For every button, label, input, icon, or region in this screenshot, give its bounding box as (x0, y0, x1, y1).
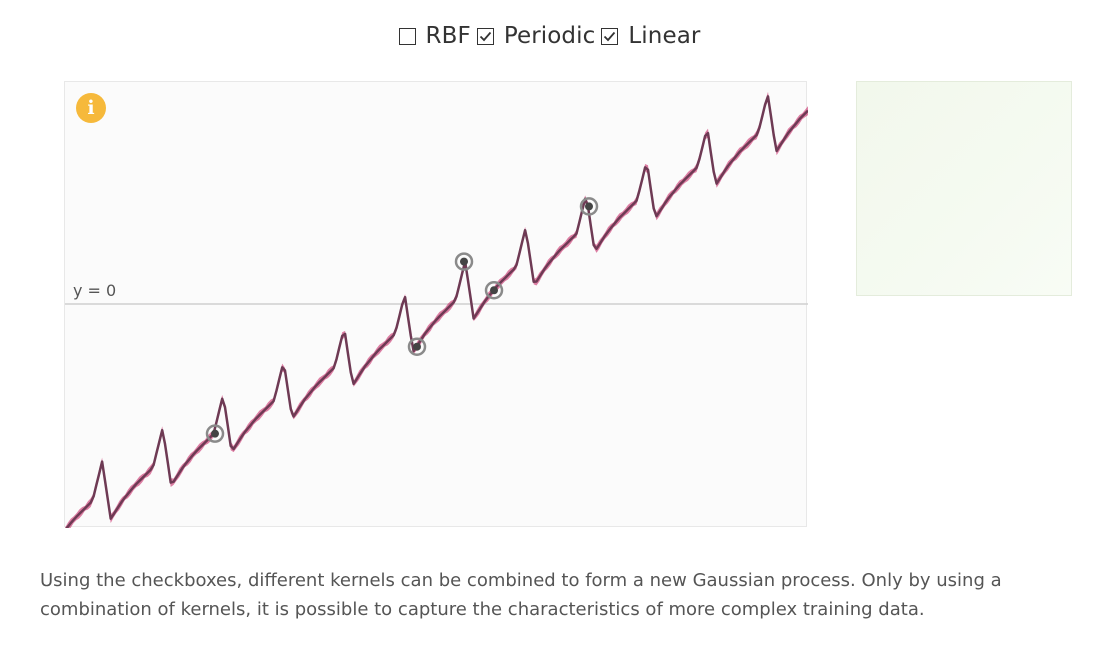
info-icon[interactable]: i (76, 93, 106, 123)
kernel-option-linear[interactable]: Linear (601, 23, 706, 49)
linear-checkbox[interactable] (601, 27, 619, 45)
rbf-checkbox[interactable] (398, 27, 416, 45)
training-point-ring[interactable] (579, 197, 599, 216)
training-point[interactable] (490, 286, 498, 295)
gp-plot-panel[interactable]: i y = 0 (64, 81, 808, 528)
kernel-option-periodic[interactable]: Periodic (476, 23, 602, 49)
covariance-matrix-panel (856, 81, 1072, 296)
check-icon (604, 31, 616, 41)
linear-label: Linear (628, 23, 701, 49)
training-point[interactable] (460, 257, 468, 266)
training-point-ring[interactable] (454, 252, 474, 271)
training-point[interactable] (413, 342, 421, 351)
description-text: Using the checkboxes, different kernels … (40, 570, 1002, 620)
gp-plot[interactable] (65, 82, 808, 528)
check-icon (479, 31, 491, 41)
kernel-option-rbf[interactable]: RBF (398, 23, 477, 49)
training-point-ring[interactable] (407, 337, 427, 356)
periodic-checkbox[interactable] (476, 27, 494, 45)
mean-line (65, 95, 808, 528)
training-point-ring[interactable] (484, 280, 504, 300)
training-point-ring[interactable] (205, 424, 225, 443)
kernel-selector: RBF Periodic Linear (0, 18, 1105, 54)
training-point[interactable] (211, 429, 219, 438)
periodic-label: Periodic (503, 23, 596, 49)
uncertainty-band (65, 91, 808, 528)
training-point[interactable] (585, 202, 593, 211)
rbf-label: RBF (425, 23, 471, 49)
zero-line-label: y = 0 (73, 281, 117, 300)
